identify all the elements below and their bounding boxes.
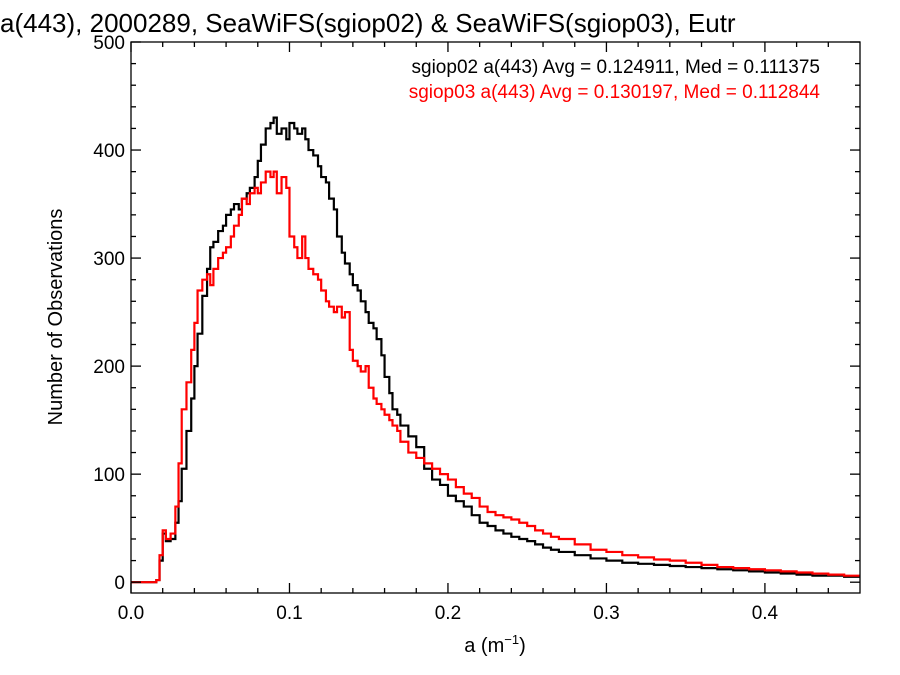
- x-axis-label-base: a (m: [464, 635, 504, 657]
- y-tick-label: 100: [93, 465, 125, 486]
- y-tick-label: 200: [93, 357, 125, 378]
- x-tick-label: 0.0: [118, 603, 144, 624]
- legend-entry-sgiop03: sgiop03 a(443) Avg = 0.130197, Med = 0.1…: [409, 82, 821, 103]
- series-layer: [131, 116, 860, 584]
- x-tick-label: 0.2: [435, 603, 461, 624]
- y-axis-label: Number of Observations: [45, 209, 67, 426]
- x-tick-label: 0.3: [593, 603, 619, 624]
- x-tick-label: 0.4: [752, 603, 779, 624]
- chart-title: a(443), 2000289, SeaWiFS(sgiop02) & SeaW…: [0, 8, 736, 38]
- y-tick-label: 300: [93, 249, 125, 270]
- x-axis-label-sup: −1: [504, 632, 519, 647]
- y-tick-label: 0: [114, 573, 125, 594]
- series-line-0: [131, 116, 860, 584]
- legend-entry-sgiop02: sgiop02 a(443) Avg = 0.124911, Med = 0.1…: [412, 57, 820, 78]
- y-tick-label: 500: [93, 33, 125, 54]
- series-line-1: [131, 170, 860, 584]
- ticks-layer: 0.0 0.1 0.2 0.3 0.4 0 100 200 300 400 500: [93, 33, 860, 624]
- x-axis-label-end: ): [519, 635, 526, 657]
- x-tick-label: 0.1: [276, 603, 302, 624]
- plot-frame: [130, 41, 861, 594]
- x-axis-label: a (m−1): [464, 632, 526, 657]
- legend: sgiop02 a(443) Avg = 0.124911, Med = 0.1…: [409, 57, 821, 103]
- y-tick-label: 400: [93, 141, 125, 162]
